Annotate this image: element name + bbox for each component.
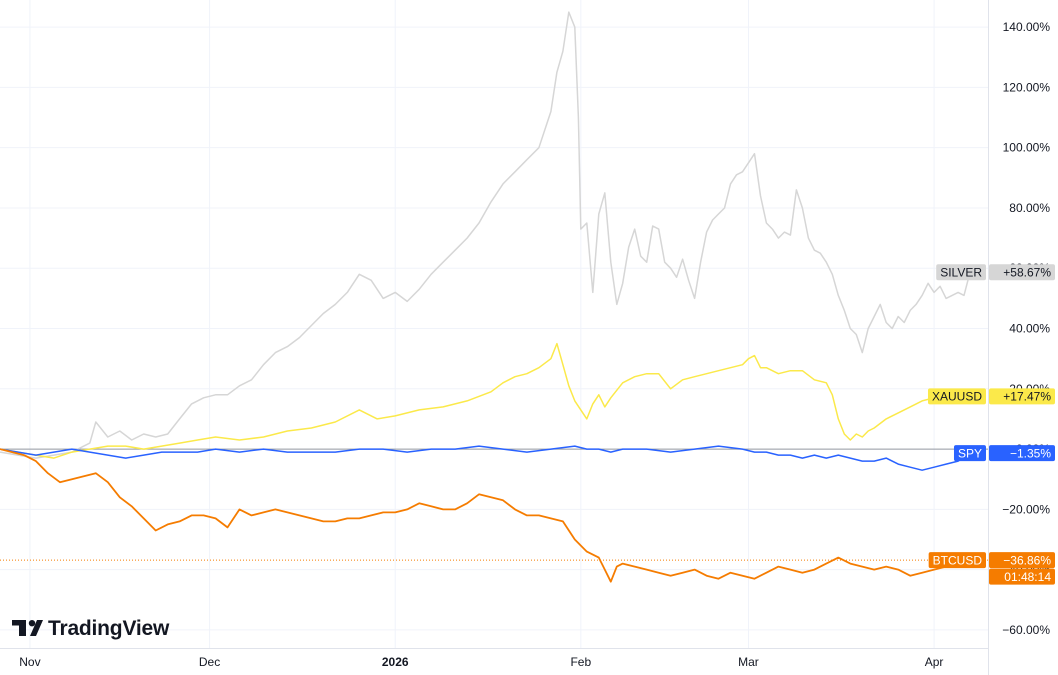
series-tag-value-bg (989, 445, 1055, 462)
tradingview-logo[interactable]: TradingView (12, 617, 170, 640)
tradingview-logo-icon (12, 620, 43, 636)
series-tag-name: SILVER (940, 266, 982, 280)
time-scale[interactable]: Nov Dec 2026 Feb Mar Apr (0, 648, 988, 670)
series-line-silver (0, 11, 971, 459)
x-tick-label: Apr (925, 655, 944, 669)
y-tick-label: 100.00% (1003, 141, 1051, 155)
tradingview-logo-text: TradingView (48, 617, 170, 640)
series-tag-value-bg (989, 264, 1055, 281)
series-tag-value: −1.35% (1010, 446, 1051, 460)
y-tick-label: 40.00% (1009, 322, 1050, 336)
series-tag-name-bg (928, 552, 986, 569)
series-tag-value: +58.67% (1003, 266, 1051, 280)
x-tick-label: Mar (738, 655, 759, 669)
series-tag-value-bg (989, 552, 1055, 569)
y-tick-label: −60.00% (1002, 623, 1050, 637)
x-tick-label: Nov (19, 655, 40, 669)
x-tick-label: 2026 (382, 655, 409, 669)
series-tag-xauusd: XAUUSD +17.47% (927, 388, 1055, 405)
x-tick-label: Feb (570, 655, 591, 669)
series-tag-name: SPY (958, 446, 982, 460)
y-tick-label: 80.00% (1009, 201, 1050, 215)
y-tick-label: 120.00% (1003, 80, 1051, 94)
series-tag-spy: SPY −1.35% (953, 445, 1055, 462)
series-line-xauusd (0, 342, 971, 459)
grid-lines (0, 0, 988, 648)
series-line-btcusd (0, 448, 971, 583)
y-tick-label: −20.00% (1002, 502, 1050, 516)
x-tick-label: Dec (199, 655, 220, 669)
countdown-label: 01:48:14 (1004, 570, 1051, 584)
countdown-tag: 01:48:14 (989, 568, 1055, 585)
series-tag-name-bg (953, 445, 986, 462)
series-tag-name-bg (936, 264, 986, 281)
series-tag-name: XAUUSD (932, 390, 982, 404)
series-tag-value: +17.47% (1003, 390, 1051, 404)
series-tags: SILVER +58.67% XAUUSD +17.47% SPY −1.35% BTCUS… (927, 264, 1055, 585)
series-line-spy (0, 445, 971, 471)
countdown-bg (989, 568, 1055, 585)
y-tick-label: 140.00% (1003, 20, 1051, 34)
series-tag-name-bg (927, 388, 986, 405)
series-tag-value-bg (989, 388, 1055, 405)
price-scale[interactable]: 140.00%120.00%100.00%80.00%60.00%40.00%2… (1002, 20, 1050, 637)
series-tag-name: BTCUSD (933, 553, 983, 567)
series-layer (0, 11, 971, 583)
series-tag-btcusd: BTCUSD −36.86% (928, 552, 1055, 569)
series-tag-silver: SILVER +58.67% (936, 264, 1055, 281)
series-tag-value: −36.86% (1003, 553, 1051, 567)
